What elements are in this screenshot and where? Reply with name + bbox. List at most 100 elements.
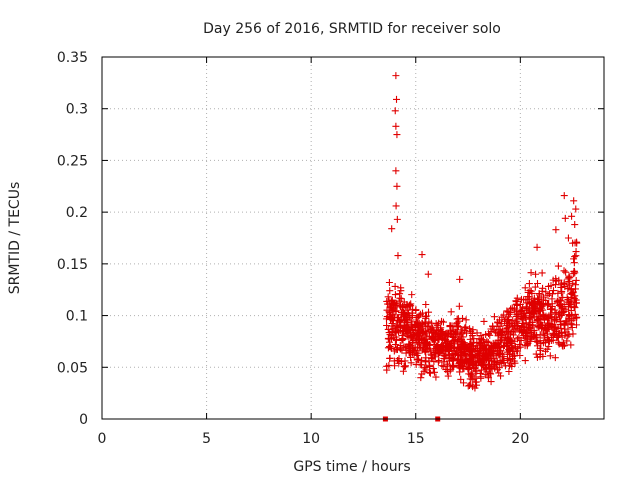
data-point <box>449 356 457 364</box>
data-point <box>543 330 551 338</box>
data-point <box>398 336 406 344</box>
data-point <box>487 378 495 386</box>
data-point <box>511 307 519 315</box>
data-point <box>467 346 475 354</box>
data-point <box>424 270 432 278</box>
data-point <box>569 288 577 296</box>
data-point <box>557 289 565 297</box>
data-point <box>393 95 401 103</box>
data-point <box>404 333 412 341</box>
data-point <box>549 329 557 337</box>
data-point <box>495 364 503 372</box>
data-point <box>533 333 541 341</box>
data-point <box>423 329 431 337</box>
data-point <box>384 325 392 333</box>
data-point <box>504 336 512 344</box>
data-point <box>425 308 433 316</box>
data-point <box>514 344 522 352</box>
data-point <box>384 300 392 308</box>
data-point <box>455 302 463 310</box>
data-point <box>560 267 568 275</box>
data-point <box>531 283 539 291</box>
data-point <box>533 243 541 251</box>
data-point <box>483 337 491 345</box>
data-point <box>418 319 426 327</box>
data-point <box>513 301 521 309</box>
data-point <box>565 281 573 289</box>
data-point <box>539 306 547 314</box>
data-point <box>566 300 574 308</box>
data-point <box>462 323 470 331</box>
data-point <box>468 351 476 359</box>
data-point <box>413 351 421 359</box>
y-tick-label: 0.15 <box>57 257 88 273</box>
data-point <box>567 285 575 293</box>
data-point <box>437 324 445 332</box>
data-point <box>397 323 405 331</box>
data-point <box>572 299 580 307</box>
data-point <box>490 326 498 334</box>
data-point <box>530 294 538 302</box>
data-point <box>549 276 557 284</box>
data-point <box>460 360 468 368</box>
data-point <box>541 347 549 355</box>
data-point <box>470 335 478 343</box>
data-point <box>552 226 560 234</box>
data-point <box>548 295 556 303</box>
data-point <box>541 339 549 347</box>
data-point <box>471 384 479 392</box>
data-point <box>540 334 548 342</box>
data-point <box>387 297 395 305</box>
data-point <box>488 357 496 365</box>
data-point <box>386 354 394 362</box>
data-point <box>393 215 401 223</box>
data-point <box>517 336 525 344</box>
data-point <box>418 356 426 364</box>
data-point <box>444 345 452 353</box>
data-point <box>472 373 480 381</box>
data-point <box>453 319 461 327</box>
data-point <box>402 349 410 357</box>
data-point <box>519 316 527 324</box>
data-point <box>495 343 503 351</box>
data-point <box>503 324 511 332</box>
data-point <box>514 315 522 323</box>
data-point <box>559 341 567 349</box>
data-point <box>422 301 430 309</box>
y-axis-label: SRMTID / TECUs <box>7 182 23 295</box>
data-point <box>412 322 420 330</box>
data-point <box>389 304 397 312</box>
data-point <box>560 320 568 328</box>
data-point <box>403 301 411 309</box>
data-point <box>442 330 450 338</box>
data-point <box>388 225 396 233</box>
data-point <box>393 131 401 139</box>
data-point <box>516 326 524 334</box>
data-point <box>398 346 406 354</box>
y-tick-label: 0.3 <box>66 102 88 118</box>
data-point <box>456 335 464 343</box>
data-point <box>562 268 570 276</box>
data-point <box>389 316 397 324</box>
data-points <box>382 72 581 422</box>
data-point <box>539 284 547 292</box>
data-point <box>486 369 494 377</box>
data-point <box>568 321 576 329</box>
data-point <box>563 294 571 302</box>
data-point <box>429 333 437 341</box>
data-point <box>557 324 565 332</box>
data-point <box>524 288 532 296</box>
data-point <box>417 374 425 382</box>
data-point <box>516 351 524 359</box>
data-point <box>392 202 400 210</box>
data-point <box>568 212 576 220</box>
data-point <box>446 357 454 365</box>
data-point <box>543 319 551 327</box>
data-point <box>538 300 546 308</box>
data-point <box>536 353 544 361</box>
data-point <box>391 282 399 290</box>
y-tick-labels: 0 0.05 0.1 0.15 0.2 0.25 0.3 0.35 <box>57 50 88 428</box>
data-point <box>441 355 449 363</box>
data-point <box>384 293 392 301</box>
data-point <box>426 369 434 377</box>
